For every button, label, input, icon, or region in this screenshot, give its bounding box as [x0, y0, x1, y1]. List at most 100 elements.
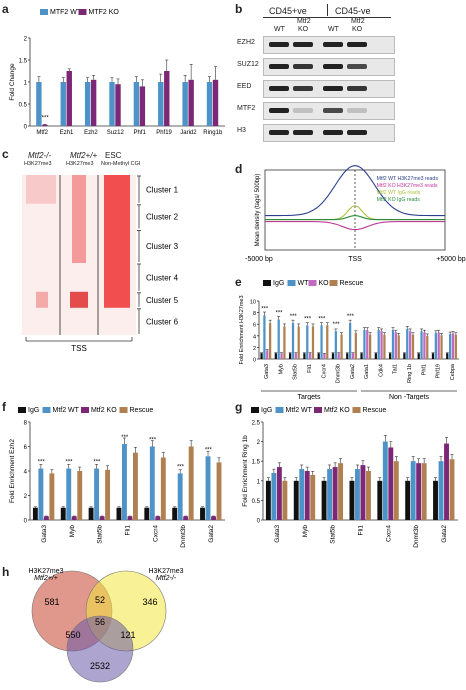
venn-count: 346 [142, 597, 157, 607]
panel-c: c Mtf2-/- H3K27me3 Mtf2+/+ H3K27me3 ESC Non-M… [0, 145, 233, 370]
bar-wt [277, 319, 280, 359]
lane-label: WT [274, 26, 285, 33]
bar-ko [294, 353, 297, 359]
category-label: Ezh1 [60, 130, 74, 136]
blot-band [269, 108, 289, 113]
bar-ko [309, 353, 312, 359]
bar-rescue [310, 474, 316, 520]
bar-mtf2-ko [304, 471, 310, 520]
bar-mtf2-wt [60, 82, 66, 126]
group-label: Targets [298, 394, 321, 400]
bar-ko [380, 331, 383, 359]
y-tick-label: 1 [24, 81, 28, 87]
cluster-label: Cluster 3 [146, 242, 179, 251]
blot-band [347, 86, 367, 91]
blot-band [293, 42, 313, 47]
bar-igg [321, 480, 327, 520]
legend-swatch [18, 407, 26, 413]
category-label: Myb [69, 525, 76, 538]
legend-label: Mtf2 WT IgG reads [377, 190, 421, 196]
category-label: Gata3 [41, 525, 48, 543]
bar-igg [431, 353, 435, 359]
y-tick-label: 2 [253, 346, 256, 352]
significance-stars: *** [261, 307, 269, 313]
bar-rescue [311, 326, 315, 359]
bar-rescue [326, 325, 329, 359]
bar-rescue [105, 469, 111, 520]
category-label: Mtf2 [36, 130, 48, 136]
category-label: Fli1 [358, 525, 365, 536]
bar-igg [349, 480, 355, 520]
legend-label: IgG [261, 407, 272, 414]
category-label: Myb [302, 525, 309, 538]
bar-wt [449, 334, 452, 359]
bar-mtf2-wt [133, 82, 140, 126]
bar-wt [406, 328, 409, 359]
bar-rescue [338, 463, 344, 520]
bar-wt [391, 330, 395, 359]
bar-ko [366, 330, 369, 359]
y-tick-label: 0 [257, 519, 261, 525]
bar-mtf2-wt [410, 461, 416, 520]
significance-stars: *** [290, 314, 298, 320]
bar-wt [363, 330, 366, 359]
heatmap-signal [36, 291, 48, 308]
bar-mtf2-wt [109, 82, 115, 126]
category-label: Cxcr4 [152, 525, 159, 542]
blot-band [323, 130, 343, 135]
panel-h: h 581 346 2532 52 550 121 56 H3K27me3 Mtf2+/+ H3K… [0, 565, 233, 690]
x-tick-label: TSS [348, 256, 362, 263]
bar-rescue [283, 326, 286, 359]
bar-rescue [354, 332, 357, 359]
blot-row-label: H3 [237, 127, 246, 134]
bar-rescue [440, 335, 443, 359]
bar-igg [317, 353, 320, 359]
legend-label: Mtf2 WT H3K27me3 reads [377, 176, 439, 182]
legend-swatch [42, 407, 51, 413]
bar-igg [303, 353, 306, 359]
heatmap-column-subtitle: Non-Methyl CGI [101, 161, 141, 167]
legend-label: Mtf2 KO [91, 407, 117, 414]
blot-band [323, 108, 343, 113]
y-tick-label: 2.5 [252, 421, 261, 427]
bar-mtf2-ko [66, 71, 72, 126]
heatmap-column-title: Mtf2-/- [28, 151, 52, 160]
bar-mtf2-ko [43, 516, 49, 520]
header-underline [263, 17, 391, 18]
panel-label-b: b [235, 2, 243, 16]
legend-swatch [119, 407, 128, 413]
heatmap-column-subtitle: H3K27me3 [24, 161, 52, 167]
bar-igg [32, 507, 38, 520]
bar-mtf2-wt [177, 473, 183, 520]
heatmap-column-title: Mtf2+/+ [70, 151, 98, 160]
significance-stars: *** [66, 460, 74, 466]
y-tick-label: 2 [257, 440, 261, 446]
legend-swatch [78, 9, 87, 15]
bar-ko [351, 353, 355, 359]
legend-swatch [81, 407, 89, 413]
category-label: Jarid2 [180, 130, 197, 136]
bar-mtf2-wt [271, 472, 277, 520]
y-tick-label: 1.5 [252, 460, 261, 466]
significance-stars: *** [149, 438, 157, 444]
chart-g: 0 0.5 1 1.5 2 2.5 Fold Enrichment Ring 1b Gata3… [242, 407, 458, 548]
significance-stars: *** [42, 116, 50, 122]
blot-band [269, 130, 289, 135]
category-label: Suz12 [107, 130, 125, 136]
category-label: Ezh2 [84, 130, 98, 136]
bar-mtf2-ko [139, 86, 146, 126]
heatmap-signal [70, 291, 88, 308]
y-tick-label: 4 [24, 470, 28, 476]
cluster-label: Cluster 5 [146, 296, 179, 305]
bar-rescue [421, 463, 427, 520]
panel-f: f 0 2 4 6 8 Fold Enrichment Ezh2 Gata3 *** Myb **… [0, 400, 233, 565]
blot-row-label: SUZ12 [237, 61, 259, 68]
chart-d: Mean density (tags/ 500bp) Mtf2 WT H3K27m… [245, 165, 466, 263]
panel-label-c: c [2, 147, 9, 161]
bar-igg [144, 507, 150, 520]
significance-stars: *** [177, 464, 185, 470]
y-axis-label: Fold Enrichment Ring 1b [242, 435, 249, 507]
venn-label: Mtf2-/- [156, 575, 177, 582]
bar-rescue [397, 335, 400, 359]
